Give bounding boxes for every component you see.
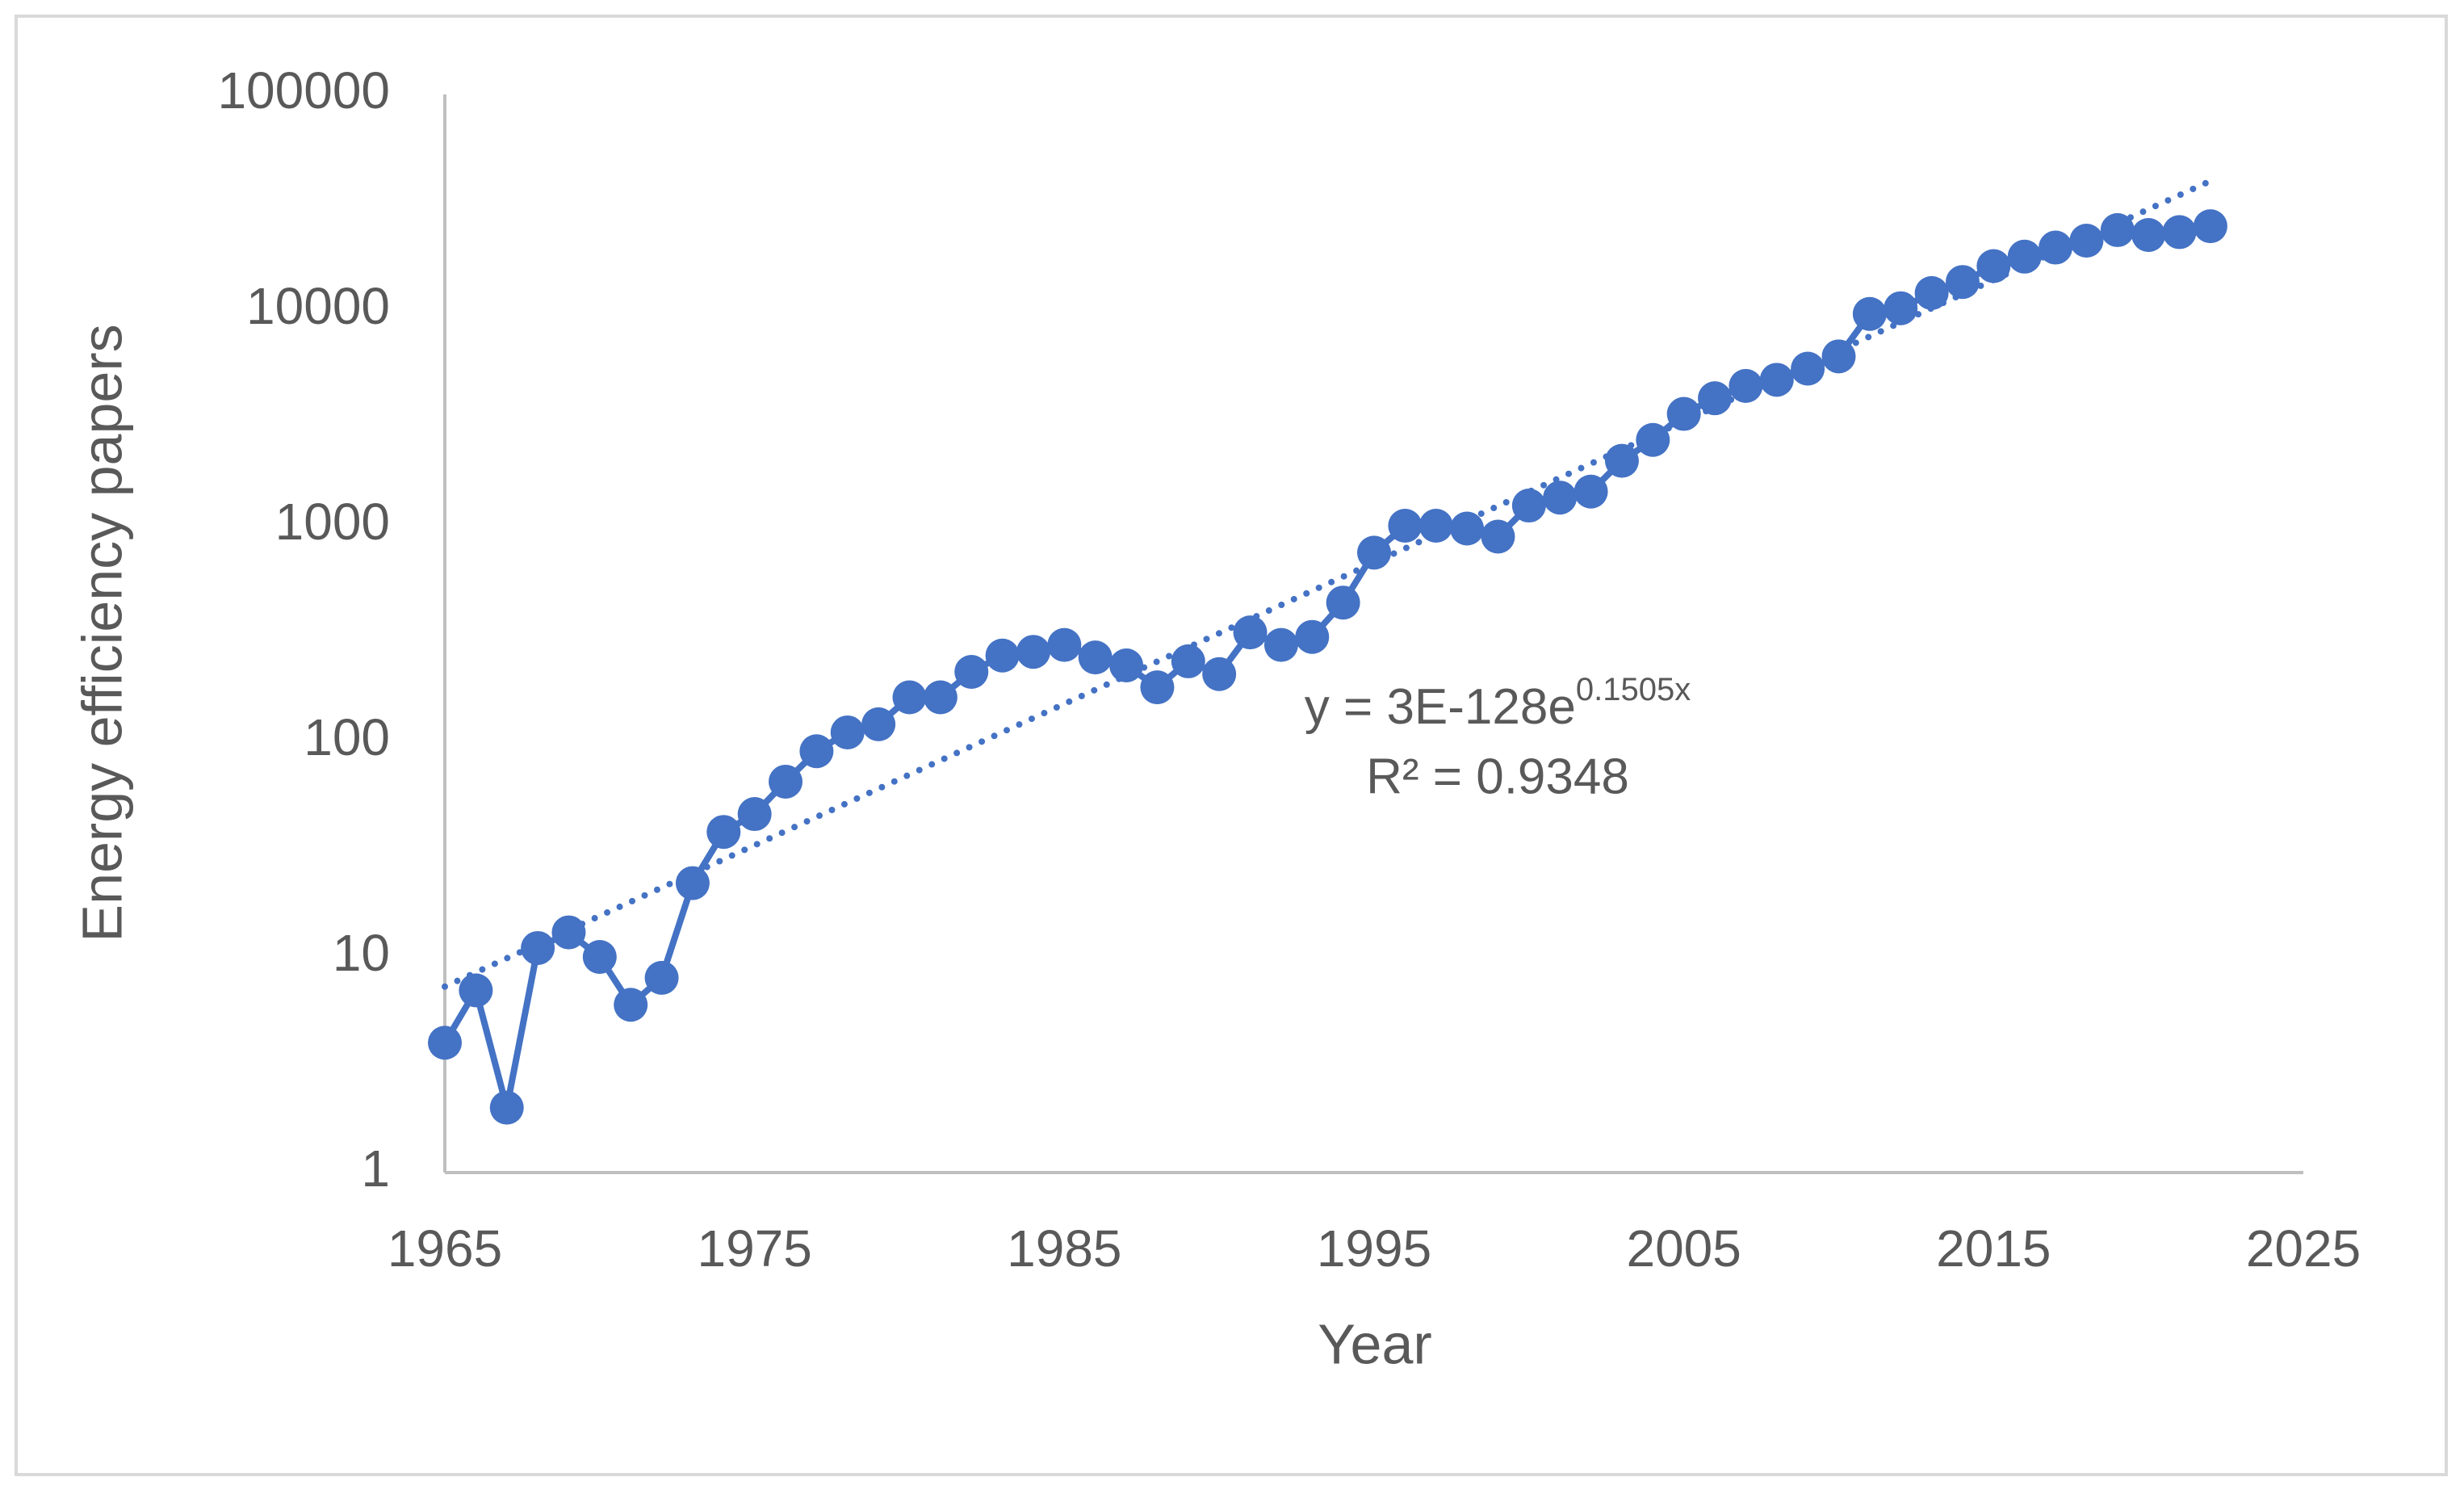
r-squared: R² = 0.9348 bbox=[1366, 749, 1629, 804]
data-point bbox=[799, 734, 834, 769]
data-point bbox=[1263, 627, 1298, 662]
data-point bbox=[1078, 640, 1113, 675]
y-tick-label: 1000 bbox=[275, 493, 390, 551]
data-point bbox=[428, 1026, 462, 1060]
data-point bbox=[954, 654, 989, 689]
data-point bbox=[1852, 296, 1887, 331]
data-point bbox=[1574, 474, 1608, 509]
data-point bbox=[1202, 657, 1237, 691]
data-point bbox=[1140, 670, 1175, 705]
trendline bbox=[442, 178, 2214, 990]
data-point bbox=[1914, 275, 1949, 310]
data-point bbox=[1326, 585, 1360, 620]
data-point bbox=[923, 680, 958, 715]
data-point bbox=[1729, 368, 1763, 403]
data-point bbox=[1171, 644, 1205, 678]
data-point bbox=[706, 815, 741, 850]
x-tick-label: 1965 bbox=[388, 1219, 502, 1278]
data-point bbox=[830, 715, 865, 749]
y-tick-label: 100000 bbox=[217, 61, 390, 120]
data-point bbox=[1016, 635, 1050, 669]
equation-text: y = 3E-128e bbox=[1305, 679, 1576, 735]
data-point bbox=[551, 915, 586, 950]
data-point bbox=[1884, 291, 1918, 325]
data-point bbox=[1450, 511, 1485, 546]
x-tick-label: 2015 bbox=[1936, 1219, 2051, 1278]
data-point bbox=[675, 866, 710, 900]
data-point bbox=[614, 988, 648, 1022]
data-point bbox=[769, 764, 803, 799]
data-point bbox=[1976, 249, 2011, 283]
data-point bbox=[737, 797, 772, 832]
data-point bbox=[1481, 519, 1515, 554]
data-point bbox=[459, 973, 493, 1008]
x-tick-label: 1985 bbox=[1007, 1219, 1121, 1278]
data-line bbox=[442, 223, 2211, 1111]
data-point bbox=[1233, 615, 1268, 650]
x-tick-label: 1995 bbox=[1317, 1219, 1431, 1278]
data-point bbox=[1109, 648, 1144, 682]
data-point bbox=[2162, 215, 2197, 250]
data-point bbox=[582, 940, 617, 974]
x-tick-label: 2005 bbox=[1626, 1219, 1741, 1278]
data-point bbox=[1388, 509, 1423, 543]
data-point bbox=[985, 638, 1020, 673]
y-tick-label: 1 bbox=[361, 1139, 390, 1198]
data-point bbox=[1511, 489, 1546, 523]
data-point bbox=[892, 680, 927, 715]
data-point bbox=[1666, 397, 1701, 431]
data-point bbox=[2100, 212, 2135, 247]
data-point bbox=[521, 930, 555, 965]
data-point bbox=[2069, 223, 2104, 258]
data-point bbox=[1821, 339, 1856, 374]
data-point bbox=[1636, 422, 1670, 457]
x-axis-title: Year bbox=[1318, 1312, 1431, 1375]
data-point bbox=[1698, 381, 1733, 416]
data-point bbox=[1945, 265, 1980, 300]
data-point bbox=[2007, 239, 2042, 274]
y-axis-title: Energy efficiency papers bbox=[70, 324, 133, 942]
data-point bbox=[2131, 218, 2166, 253]
x-tick-label: 2025 bbox=[2246, 1219, 2361, 1278]
data-point bbox=[489, 1090, 524, 1125]
y-tick-label: 10 bbox=[333, 924, 390, 982]
data-point bbox=[2193, 209, 2227, 244]
equation-exponent: 0.1505x bbox=[1576, 672, 1691, 707]
data-point bbox=[1543, 480, 1578, 515]
data-point bbox=[1047, 627, 1082, 662]
data-point bbox=[1604, 443, 1639, 478]
data-point bbox=[1791, 351, 1825, 386]
x-tick-label: 1975 bbox=[697, 1219, 811, 1278]
data-point bbox=[1759, 363, 1794, 397]
y-tick-label: 10000 bbox=[246, 277, 390, 335]
data-point bbox=[861, 707, 896, 741]
data-point bbox=[1357, 535, 1391, 570]
trend-equation: y = 3E-128e0.1505x bbox=[1305, 672, 1691, 736]
data-point bbox=[2039, 230, 2073, 265]
data-point bbox=[1418, 509, 1453, 543]
data-point bbox=[1295, 619, 1330, 654]
data-point bbox=[644, 960, 679, 995]
y-tick-label: 100 bbox=[304, 708, 390, 766]
